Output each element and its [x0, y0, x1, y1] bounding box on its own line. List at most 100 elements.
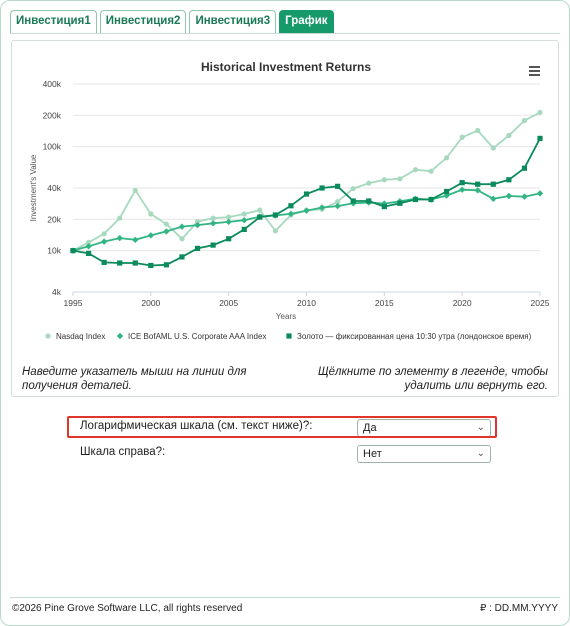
tab-bar: Инвестиция1 Инвестиция2 Инвестиция3 Граф…: [10, 10, 334, 33]
data-point-3: [521, 165, 528, 171]
data-point-1: [85, 239, 92, 245]
log-scale-label: Логарифмическая шкала (см. текст ниже)?:: [80, 420, 313, 432]
right-axis-label: Шкала справа?:: [80, 446, 166, 458]
data-point-1: [537, 109, 543, 116]
data-point-1: [163, 221, 169, 227]
data-point-3: [303, 191, 310, 197]
footer-date: ₽ : DD.MM.YYYY: [479, 603, 558, 614]
legend-item-3[interactable]: Золото — фиксированная цена 10:30 утра (…: [297, 332, 532, 341]
data-point-2: [458, 186, 466, 193]
legend-marker-2: [116, 332, 124, 340]
y-axis-title: Investment's Value: [29, 154, 38, 221]
data-point-3: [132, 260, 138, 266]
data-point-1: [257, 207, 263, 213]
data-point-1: [350, 185, 356, 192]
x-tick-label: 2005: [219, 298, 238, 308]
tab-investment-2[interactable]: Инвестиция2: [99, 10, 187, 33]
data-point-1: [148, 211, 154, 217]
chevron-down-icon: ⌄: [476, 448, 485, 459]
data-point-3: [350, 198, 356, 204]
log-scale-row: Логарифмическая шкала (см. текст ниже)?:…: [80, 419, 491, 437]
tab-chart[interactable]: График: [279, 10, 334, 33]
x-axis-title: Years: [276, 312, 296, 321]
right-axis-select[interactable]: Нет ⌄: [357, 445, 491, 463]
data-point-2: [147, 232, 155, 239]
data-point-3: [335, 183, 341, 189]
data-point-1: [459, 134, 465, 140]
data-point-3: [381, 203, 387, 210]
x-tick-label: 2025: [531, 298, 550, 308]
data-point-2: [303, 207, 310, 214]
data-point-2: [100, 238, 108, 245]
legend-item-1[interactable]: Nasdaq Index: [56, 332, 105, 341]
data-point-1: [490, 145, 496, 151]
data-point-1: [475, 127, 481, 134]
data-point-2: [116, 234, 123, 242]
data-point-1: [335, 199, 341, 205]
data-point-1: [366, 180, 372, 186]
y-tick-label: 200k: [43, 110, 62, 120]
data-point-3: [179, 254, 185, 260]
legend-item-2[interactable]: ICE BofAML U.S. Corporate AAA Index: [128, 332, 266, 341]
y-tick-label: 400k: [43, 79, 62, 89]
data-point-1: [241, 211, 247, 217]
data-point-2: [474, 187, 481, 194]
data-point-2: [194, 221, 201, 229]
data-point-1: [428, 168, 434, 174]
data-point-2: [85, 243, 92, 250]
data-point-1: [272, 228, 278, 234]
data-point-1: [521, 117, 528, 124]
data-point-1: [506, 132, 512, 139]
chart-title: Historical Investment Returns: [201, 60, 371, 74]
x-tick-label: 2020: [453, 298, 472, 308]
y-tick-label: 4k: [52, 287, 62, 297]
investment-chart: Historical Investment Returns 4k 10k 20k 40k…: [29, 60, 550, 341]
data-point-3: [397, 200, 403, 206]
data-point-3: [194, 245, 201, 252]
right-axis-row: Шкала справа?: Нет ⌄: [80, 445, 491, 463]
data-point-3: [148, 262, 154, 269]
data-point-3: [444, 188, 450, 195]
x-tick-label: 1995: [64, 298, 83, 308]
chart-card: Historical Investment Returns 4k 10k 20k 40k…: [11, 40, 559, 397]
data-point-3: [210, 242, 216, 248]
data-point-1: [101, 231, 107, 237]
legend-marker-1: [45, 333, 51, 339]
x-tick-label: 2015: [375, 298, 394, 308]
data-point-3: [412, 196, 419, 203]
data-point-1: [412, 167, 419, 173]
x-tick-label: 2010: [297, 298, 316, 308]
data-point-2: [178, 223, 186, 230]
data-point-3: [288, 203, 294, 209]
data-point-1: [179, 236, 185, 242]
data-point-1: [117, 215, 123, 221]
data-point-2: [241, 217, 248, 224]
data-point-3: [163, 262, 169, 268]
data-point-2: [163, 228, 170, 235]
data-point-3: [506, 177, 512, 183]
hover-hint: Наведите указатель мыши на линии для пол…: [22, 366, 247, 392]
data-point-3: [257, 214, 263, 220]
legend-hint: Щёлкните по элементу в легенде, чтобы уд…: [318, 366, 548, 392]
data-point-1: [381, 177, 387, 183]
data-point-3: [459, 180, 465, 186]
tab-investment-3[interactable]: Инвестиция3: [189, 10, 277, 33]
hamburger-menu-icon[interactable]: [529, 66, 540, 76]
chevron-down-icon: ⌄: [476, 422, 485, 433]
data-point-3: [272, 212, 278, 218]
data-point-1: [210, 215, 216, 221]
footer-divider: [10, 597, 560, 598]
data-point-3: [226, 236, 232, 242]
data-point-3: [101, 259, 107, 266]
data-point-3: [428, 196, 434, 203]
data-point-1: [132, 187, 138, 193]
data-point-2: [209, 220, 217, 227]
data-point-1: [226, 214, 232, 220]
tab-investment-1[interactable]: Инвестиция1: [10, 10, 97, 33]
data-point-1: [397, 176, 403, 182]
y-tick-label: 10k: [47, 246, 61, 256]
data-point-3: [490, 181, 496, 187]
data-point-3: [366, 198, 372, 204]
footer-copyright: ©2026 Pine Grove Software LLC, all right…: [12, 603, 243, 614]
legend-marker-3: [286, 333, 292, 339]
